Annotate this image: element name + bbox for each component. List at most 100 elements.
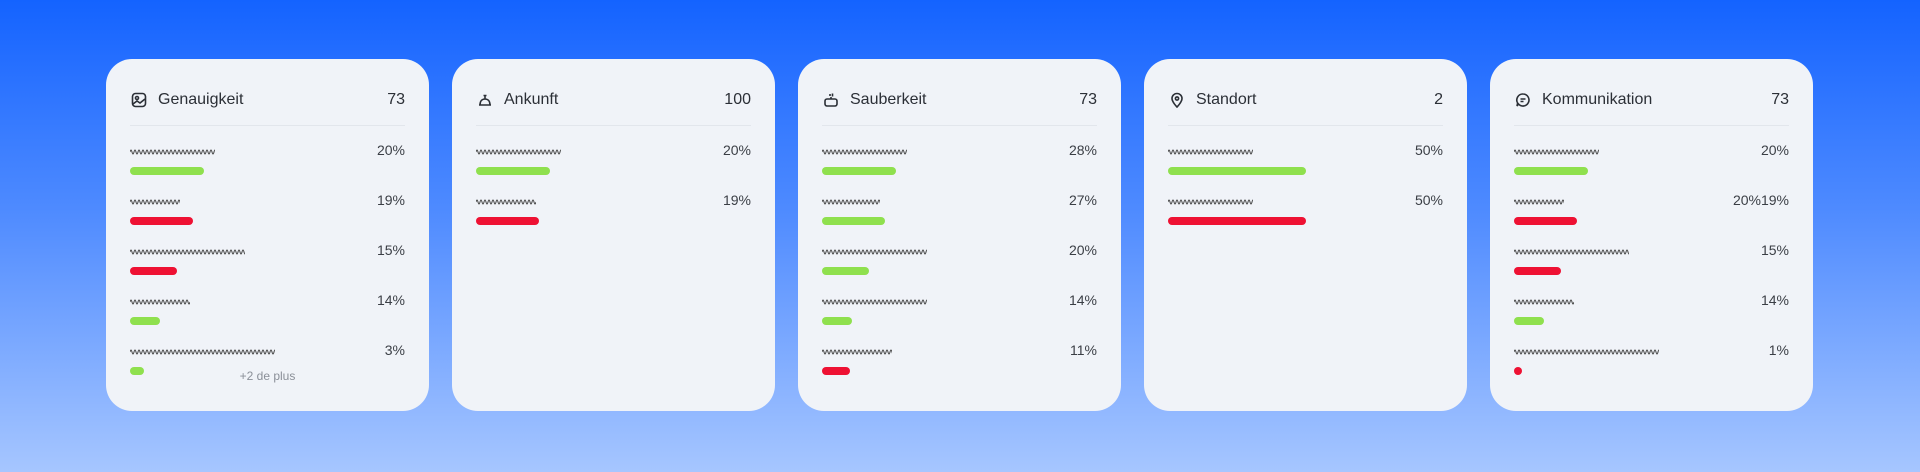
- row-bar: [1514, 267, 1561, 275]
- redacted-label: [130, 349, 275, 355]
- card-title: Kommunikation: [1542, 91, 1653, 108]
- card-header: Kommunikation 73: [1514, 83, 1789, 126]
- redacted-label: [822, 149, 907, 155]
- list-item: 28%: [822, 136, 1097, 186]
- row-bar: [1514, 367, 1523, 375]
- card-ankunft: Ankunft 100 20% 19%: [452, 59, 775, 411]
- redacted-label: [822, 199, 880, 205]
- list-item: 14%: [130, 286, 405, 336]
- row-bar: [822, 317, 853, 325]
- cleaning-icon: [822, 91, 840, 109]
- redacted-label: [476, 199, 536, 205]
- redacted-label: [1514, 249, 1629, 255]
- row-percentage: 20%: [1760, 142, 1789, 158]
- row-bar: [476, 217, 540, 225]
- row-percentage: 20%: [376, 142, 405, 158]
- card-standort: Standort 2 50% 50%: [1144, 59, 1467, 411]
- row-bar: [822, 267, 869, 275]
- list-item: 14%: [822, 286, 1097, 336]
- card-sauberkeit: Sauberkeit 73 28% 27% 20% 14% 11%: [798, 59, 1121, 411]
- chat-icon: [1514, 91, 1532, 109]
- row-bar: [130, 267, 177, 275]
- show-more-link[interactable]: +2 de plus: [239, 369, 296, 383]
- redacted-label: [822, 249, 927, 255]
- redacted-label: [1168, 149, 1253, 155]
- row-percentage: 3%: [384, 342, 405, 358]
- card-header: Ankunft 100: [476, 83, 751, 126]
- card-count: 2: [1434, 91, 1443, 108]
- row-bar: [130, 217, 194, 225]
- bell-icon: [476, 91, 494, 109]
- redacted-label: [1514, 349, 1659, 355]
- row-bar: [822, 217, 886, 225]
- row-percentage: 1%: [1768, 342, 1789, 358]
- row-bar: [822, 367, 850, 375]
- card-title: Ankunft: [504, 91, 559, 108]
- row-bar: [1514, 317, 1545, 325]
- redacted-label: [130, 249, 245, 255]
- card-title: Standort: [1196, 91, 1257, 108]
- row-percentage: 15%: [1760, 242, 1789, 258]
- card-count: 100: [724, 91, 751, 108]
- row-bar: [130, 167, 205, 175]
- card-header: Sauberkeit 73: [822, 83, 1097, 126]
- redacted-label: [130, 299, 190, 305]
- list-item: 20%: [130, 136, 405, 186]
- list-item: 19%: [476, 186, 751, 236]
- row-bar: [1168, 217, 1306, 225]
- card-kommunikation: Kommunikation 73 20% 20%19% 15% 14% 1%: [1490, 59, 1813, 411]
- list-item: 15%: [130, 236, 405, 286]
- row-percentage: 28%: [1068, 142, 1097, 158]
- card-count: 73: [1079, 91, 1097, 108]
- list-item: 15%: [1514, 236, 1789, 286]
- row-percentage: 15%: [376, 242, 405, 258]
- row-percentage: 20%: [1068, 242, 1097, 258]
- list-item: 27%: [822, 186, 1097, 236]
- list-item: 50%: [1168, 136, 1443, 186]
- row-percentage: 50%: [1414, 192, 1443, 208]
- row-percentage: 27%: [1068, 192, 1097, 208]
- list-item: 3%: [130, 336, 405, 386]
- list-item: 14%: [1514, 286, 1789, 336]
- list-item: 20%: [822, 236, 1097, 286]
- row-bar: [476, 167, 551, 175]
- redacted-label: [476, 149, 561, 155]
- redacted-label: [1514, 149, 1599, 155]
- card-header: Standort 2: [1168, 83, 1443, 126]
- card-header: Genauigkeit 73: [130, 83, 405, 126]
- redacted-label: [822, 349, 892, 355]
- redacted-label: [822, 299, 927, 305]
- card-count: 73: [387, 91, 405, 108]
- row-percentage: 14%: [1760, 292, 1789, 308]
- row-percentage: 20%: [722, 142, 751, 158]
- row-percentage: 14%: [1068, 292, 1097, 308]
- row-bar: [1168, 167, 1306, 175]
- row-percentage: 19%: [722, 192, 751, 208]
- row-percentage: 11%: [1070, 342, 1097, 358]
- row-bar: [130, 317, 161, 325]
- row-percentage: 19%: [376, 192, 405, 208]
- card-genauigkeit: Genauigkeit 73 20% 19% 15% 14% 3% +2 de …: [106, 59, 429, 411]
- redacted-label: [130, 149, 215, 155]
- location-pin-icon: [1168, 91, 1186, 109]
- list-item: 20%: [476, 136, 751, 186]
- row-bar: [130, 367, 144, 375]
- rating-cards: Genauigkeit 73 20% 19% 15% 14% 3% +2 de …: [106, 59, 1813, 411]
- image-icon: [130, 91, 148, 109]
- redacted-label: [1168, 199, 1253, 205]
- list-item: 1%: [1514, 336, 1789, 386]
- row-percentage: 50%: [1414, 142, 1443, 158]
- redacted-label: [1514, 199, 1564, 205]
- row-bar: [1514, 217, 1578, 225]
- list-item: 11%: [822, 336, 1097, 386]
- card-title: Genauigkeit: [158, 91, 244, 108]
- row-percentage: 14%: [376, 292, 405, 308]
- list-item: 20%: [1514, 136, 1789, 186]
- list-item: 20%19%: [1514, 186, 1789, 236]
- card-count: 73: [1771, 91, 1789, 108]
- card-title: Sauberkeit: [850, 91, 927, 108]
- redacted-label: [1514, 299, 1574, 305]
- list-item: 19%: [130, 186, 405, 236]
- redacted-label: [130, 199, 180, 205]
- row-percentage: 20%19%: [1732, 192, 1789, 208]
